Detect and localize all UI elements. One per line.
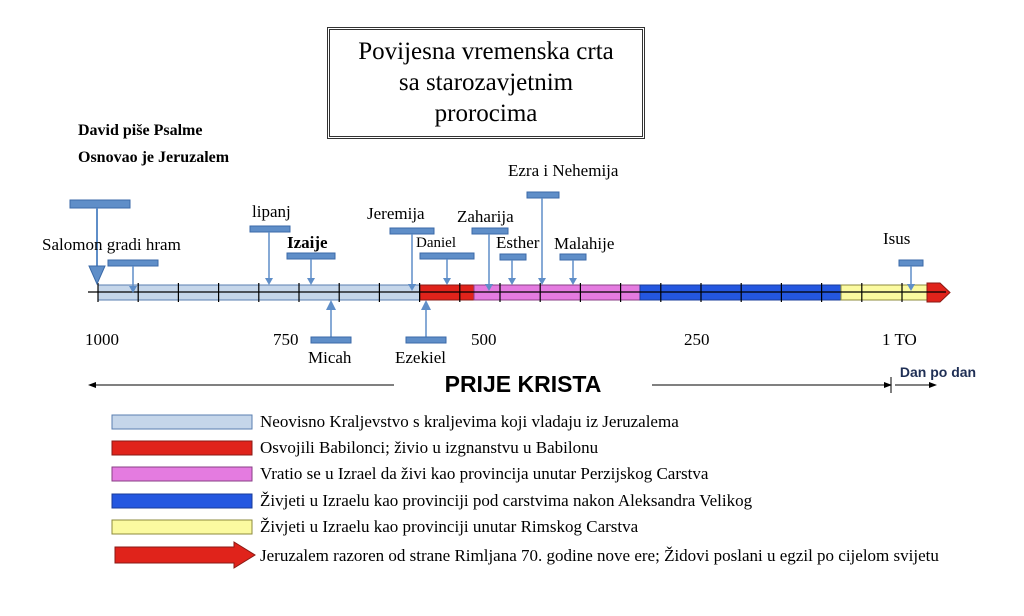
- legend-text-3: Vratio se u Izrael da živi kao provincij…: [260, 464, 709, 483]
- header-note-line-2: Osnovao je Jeruzalem: [78, 149, 230, 166]
- legend-swatch-5: [111, 519, 253, 535]
- marker-head-ezekiel: [421, 300, 431, 310]
- marker-head-jeremija: [408, 284, 416, 291]
- legend-text-6: Jeruzalem razoren od strane Rimljana 70.…: [260, 546, 939, 565]
- marker-bar-malahije: [559, 253, 587, 261]
- label-esther: Esther: [496, 233, 540, 252]
- marker-head-salomon: [88, 265, 106, 286]
- marker-head-lipanj: [265, 278, 273, 285]
- marker-head-daniel: [443, 278, 451, 285]
- tick-label-750: 750: [273, 330, 299, 349]
- tick-label-1-to: 1 TO: [882, 330, 917, 349]
- legend-text-4: Živjeti u Izraelu kao provinciji pod car…: [260, 491, 753, 510]
- label-izaije: Izaije: [287, 233, 328, 252]
- label-lipanj: lipanj: [252, 202, 291, 221]
- label-daniel: Daniel: [416, 235, 456, 251]
- legend-swatch-1: [111, 414, 253, 430]
- marker-head-temple: [129, 286, 137, 293]
- title-line-2: sa starozavjetnim: [398, 69, 574, 96]
- marker-head-zaharija: [485, 284, 493, 291]
- tick-marks: [97, 283, 903, 302]
- title-box: Povijesna vremenska crta sa starozavjetn…: [327, 27, 645, 139]
- label-ezekiel: Ezekiel: [395, 348, 446, 367]
- label-salomon: Salomon gradi hram: [42, 235, 181, 254]
- marker-bar-daniel: [419, 252, 475, 260]
- marker-bar-izaije: [286, 252, 336, 260]
- header-note-line-1: David piše Psalme: [78, 122, 202, 139]
- label-malahije: Malahije: [554, 234, 614, 253]
- title-line-3: prorocima: [434, 100, 538, 127]
- label-ezra: Ezra i Nehemija: [508, 161, 619, 180]
- legend-text-5: Živjeti u Izraelu kao provinciji unutar …: [260, 517, 639, 536]
- tick-label-1000: 1000: [85, 330, 119, 349]
- marker-bar-micah: [310, 336, 352, 344]
- marker-head-izaije: [307, 278, 315, 285]
- marker-head-malahije: [569, 278, 577, 285]
- legend-text-2: Osvojili Babilonci; živio u izgnanstvu u…: [260, 438, 599, 457]
- tick-label-250: 250: [684, 330, 710, 349]
- marker-bar-ezekiel: [405, 336, 447, 344]
- marker-bar-salomon: [69, 199, 131, 209]
- label-micah: Micah: [308, 348, 352, 367]
- tick-label-500: 500: [471, 330, 497, 349]
- marker-bar-zaharija: [471, 227, 509, 235]
- legend-swatch-4: [111, 493, 253, 509]
- marker-bar-temple: [107, 259, 159, 267]
- era-arrow-left: [88, 382, 96, 388]
- legend-swatch-3: [111, 466, 253, 482]
- legend-swatch-6-arrow: [114, 541, 256, 569]
- day-label: Dan po dan: [900, 364, 976, 380]
- label-zaharija: Zaharija: [457, 207, 514, 226]
- marker-bar-ezra: [526, 191, 560, 199]
- era-label: PRIJE KRISTA: [445, 371, 602, 397]
- marker-bar-esther: [499, 253, 527, 261]
- title-line-1: Povijesna vremenska crta: [358, 38, 614, 65]
- marker-head-isus: [907, 284, 915, 291]
- marker-bar-lipanj: [249, 225, 291, 233]
- day-arrow: [929, 382, 937, 388]
- label-isus: Isus: [883, 229, 910, 248]
- marker-head-esther: [508, 278, 516, 285]
- marker-head-ezra: [538, 278, 546, 285]
- marker-bar-isus: [898, 259, 924, 267]
- marker-bar-jeremija: [389, 227, 435, 235]
- era-arrow-right: [884, 382, 892, 388]
- legend-text-1: Neovisno Kraljevstvo s kraljevima koji v…: [260, 412, 679, 431]
- legend-swatch-2: [111, 440, 253, 456]
- marker-head-micah: [326, 300, 336, 310]
- label-jeremija: Jeremija: [367, 204, 425, 223]
